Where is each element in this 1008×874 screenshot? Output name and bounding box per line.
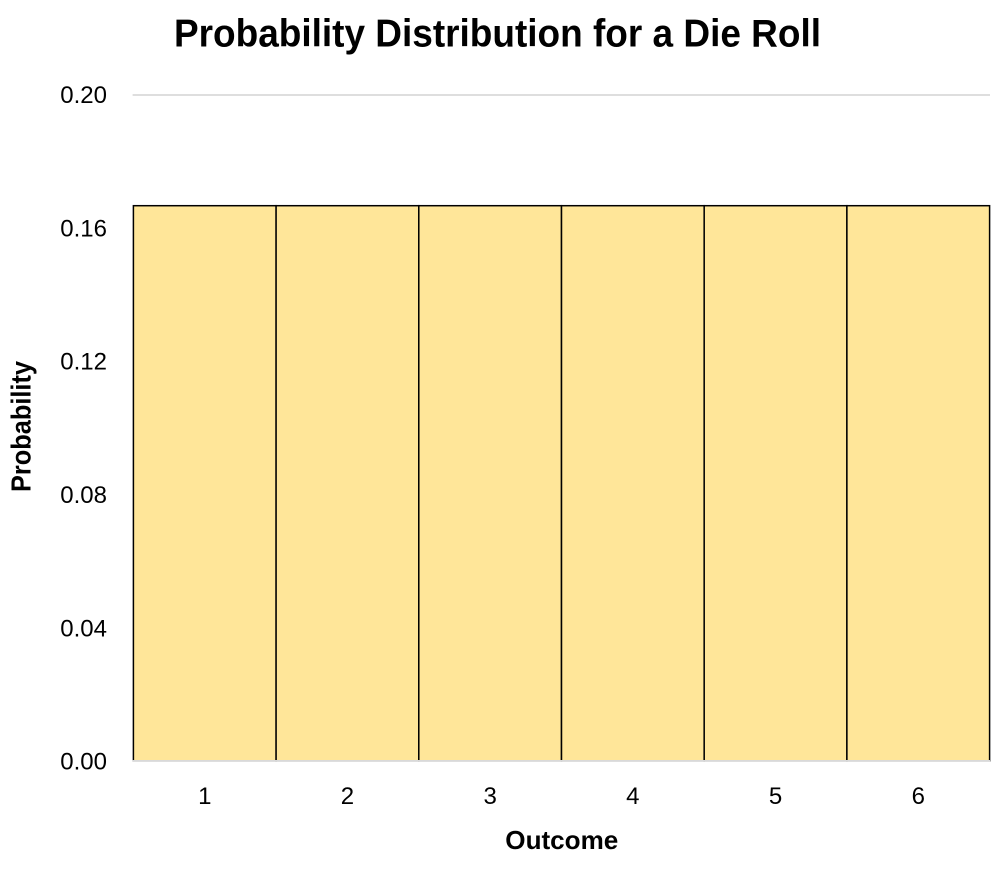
svg-text:0.00: 0.00 [60, 749, 107, 776]
svg-text:5: 5 [769, 783, 782, 810]
svg-text:0.20: 0.20 [60, 82, 107, 109]
svg-text:0.12: 0.12 [60, 349, 107, 376]
svg-text:Outcome: Outcome [505, 825, 618, 855]
svg-text:3: 3 [483, 783, 496, 810]
svg-text:1: 1 [198, 783, 211, 810]
svg-text:0.16: 0.16 [60, 215, 107, 242]
svg-text:0.04: 0.04 [60, 615, 107, 642]
svg-text:0.08: 0.08 [60, 482, 107, 509]
svg-text:Probability Distribution for a: Probability Distribution for a Die Roll [174, 13, 821, 56]
svg-text:4: 4 [626, 783, 639, 810]
svg-text:6: 6 [912, 783, 925, 810]
svg-text:Probability: Probability [6, 361, 37, 492]
svg-text:2: 2 [341, 783, 354, 810]
